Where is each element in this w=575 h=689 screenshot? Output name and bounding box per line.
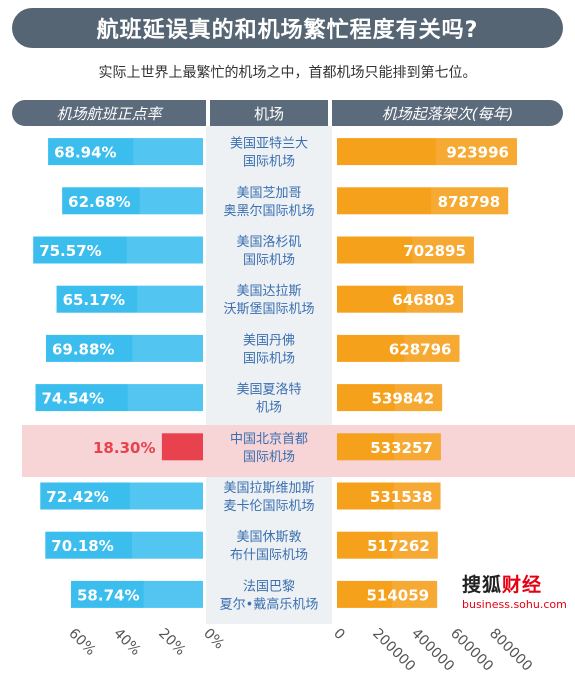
ontime-bar-sheen [126, 236, 203, 264]
ontime-bar-sheen [132, 531, 203, 559]
flights-value-label: 628796 [389, 340, 452, 358]
ontime-axis-tick: 0% [200, 626, 227, 653]
ontime-value-label: 68.94% [54, 144, 116, 162]
ontime-value-label: 58.74% [77, 586, 139, 604]
airport-name-line2: 国际机场 [243, 155, 295, 170]
airport-name-line1: 美国达拉斯 [236, 284, 301, 299]
chart-title: 航班延误真的和机场繁忙程度有关吗? [96, 18, 479, 43]
brand-part1: 搜狐 [462, 574, 503, 596]
ontime-bar [48, 138, 203, 166]
sohu-brand: 搜狐财经 [462, 570, 572, 597]
ontime-axis-tick: 40% [110, 626, 143, 659]
flights-bar [337, 433, 441, 461]
airport-name-line1: 美国休斯敦 [236, 529, 301, 545]
flights-bar-sheen [412, 236, 474, 264]
chart-subtitle: 实际上世界上最繁忙的机场之中，首都机场只能排到第七位。 [98, 65, 477, 81]
flights-bar-sheen [392, 580, 438, 608]
airport-name-line1: 中国北京首都 [230, 432, 308, 447]
ontime-value-label: 70.18% [51, 537, 113, 555]
airport-name-line2: 奥黑尔国际机场 [223, 204, 314, 219]
ontime-value-label: 75.57% [39, 242, 101, 260]
airport-name-line2: 夏尔•戴高乐机场 [220, 596, 319, 612]
airport-column-header: 机场 [210, 100, 328, 126]
airport-name-line1: 美国丹佛 [243, 333, 295, 348]
ontime-bar-sheen [133, 138, 203, 166]
flights-bar-sheen [431, 187, 509, 215]
airport-name-line1: 美国芝加哥 [236, 185, 301, 201]
ontime-bar [40, 482, 203, 510]
flights-value-label: 514059 [367, 586, 430, 604]
sohu-watermark: 搜狐财经 business.sohu.com [462, 570, 572, 611]
ontime-bar [62, 187, 204, 215]
title-bar: 航班延误真的和机场繁忙程度有关吗? [12, 8, 563, 48]
flights-value-label: 923996 [446, 144, 509, 162]
ontime-bar-sheen [139, 187, 203, 215]
flights-bar-sheen [406, 285, 463, 313]
airport-name-line2: 国际机场 [243, 450, 295, 465]
ontime-bar [45, 531, 203, 559]
flights-column-header: 机场起落架次(每年) [332, 100, 563, 126]
airport-name-line2: 机场 [256, 401, 282, 416]
flights-bar [337, 138, 517, 166]
ontime-bar [45, 334, 203, 362]
ontime-bar [33, 236, 203, 264]
flights-bar [337, 482, 441, 510]
flights-bar [337, 531, 438, 559]
airport-name-line1: 法国巴黎 [243, 579, 295, 594]
flights-bar-sheen [394, 433, 441, 461]
flights-value-label: 646803 [392, 291, 455, 309]
airport-name-line2: 布什国际机场 [230, 548, 308, 563]
ontime-bar [35, 384, 203, 412]
brand-part2: 财经 [502, 574, 543, 596]
ontime-bar [161, 433, 203, 461]
flights-bar [337, 285, 463, 313]
ontime-value-label: 69.88% [52, 340, 114, 358]
flights-bar [337, 334, 460, 362]
ontime-value-label: 18.30% [93, 439, 155, 457]
flights-bar [337, 187, 509, 215]
flights-value-label: 539842 [372, 390, 435, 408]
flights-bar-sheen [393, 482, 441, 510]
ontime-value-label: 62.68% [68, 193, 130, 211]
flights-axis-tick: 800000 [486, 626, 535, 675]
ontime-bar-sheen [132, 334, 203, 362]
ontime-value-label: 72.42% [46, 488, 108, 506]
ontime-bar [56, 285, 203, 313]
flights-value-label: 702895 [403, 242, 466, 260]
airport-name-line1: 美国拉斯维加斯 [223, 481, 314, 496]
flights-value-label: 517262 [367, 537, 430, 555]
ontime-value-label: 74.54% [42, 390, 104, 408]
airport-name-line2: 麦卡伦国际机场 [223, 499, 314, 514]
ontime-bar [71, 580, 203, 608]
flights-bar-sheen [394, 384, 443, 412]
airport-name-line2: 国际机场 [243, 351, 295, 366]
airport-name-line2: 国际机场 [243, 253, 295, 268]
airport-name-line1: 美国夏洛特 [236, 383, 301, 398]
ontime-axis-tick: 20% [155, 626, 188, 659]
ontime-axis-tick: 60% [65, 626, 98, 659]
ontime-bar-sheen [137, 285, 203, 313]
flights-bar-sheen [392, 531, 438, 559]
sohu-url: business.sohu.com [462, 598, 567, 611]
flights-bar-sheen [404, 334, 460, 362]
airport-column-background [206, 126, 332, 624]
flights-bar [337, 384, 443, 412]
flights-bar [337, 580, 438, 608]
ontime-bar-sheen [129, 482, 203, 510]
airport-name-line1: 美国亚特兰大 [230, 137, 308, 152]
airport-name-line1: 美国洛杉矶 [236, 235, 301, 250]
airport-name-line2: 沃斯堡国际机场 [223, 301, 314, 317]
ontime-bar-sheen [143, 580, 203, 608]
flights-axis-tick: 0 [330, 626, 348, 644]
ontime-value-label: 65.17% [63, 291, 125, 309]
flights-value-label: 878798 [438, 193, 501, 211]
flights-bar [337, 236, 474, 264]
ontime-rate-column-header: 机场航班正点率 [12, 100, 206, 126]
flights-bar-sheen [435, 138, 517, 166]
flights-value-label: 531538 [370, 488, 433, 506]
ontime-bar-sheen [127, 384, 203, 412]
flights-value-label: 533257 [370, 439, 433, 457]
highlight-row-beijing [22, 425, 575, 477]
